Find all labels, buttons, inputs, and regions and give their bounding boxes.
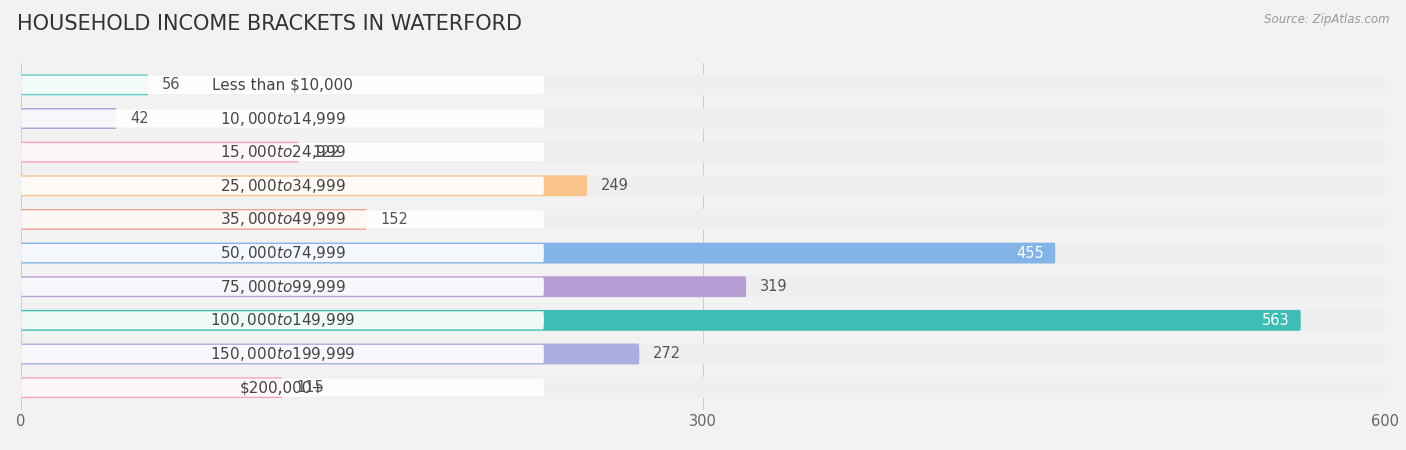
FancyBboxPatch shape [21,276,1385,297]
FancyBboxPatch shape [21,177,544,195]
FancyBboxPatch shape [21,142,1385,162]
Text: 115: 115 [297,380,323,395]
FancyBboxPatch shape [21,176,588,196]
Text: $200,000+: $200,000+ [240,380,325,395]
Text: 42: 42 [131,111,149,126]
Text: $150,000 to $199,999: $150,000 to $199,999 [209,345,356,363]
FancyBboxPatch shape [21,209,367,230]
Text: Less than $10,000: Less than $10,000 [212,77,353,92]
FancyBboxPatch shape [21,243,1385,264]
Text: 152: 152 [380,212,408,227]
FancyBboxPatch shape [21,176,1385,196]
Text: $10,000 to $14,999: $10,000 to $14,999 [219,109,346,127]
Text: 319: 319 [759,279,787,294]
FancyBboxPatch shape [21,343,1385,365]
FancyBboxPatch shape [21,276,747,297]
Text: $50,000 to $74,999: $50,000 to $74,999 [219,244,346,262]
FancyBboxPatch shape [21,142,298,162]
Text: $75,000 to $99,999: $75,000 to $99,999 [219,278,346,296]
FancyBboxPatch shape [21,343,640,365]
Text: $15,000 to $24,999: $15,000 to $24,999 [219,143,346,161]
FancyBboxPatch shape [21,311,544,329]
Text: HOUSEHOLD INCOME BRACKETS IN WATERFORD: HOUSEHOLD INCOME BRACKETS IN WATERFORD [17,14,522,33]
FancyBboxPatch shape [21,243,1056,264]
FancyBboxPatch shape [21,278,544,296]
FancyBboxPatch shape [21,310,1385,331]
FancyBboxPatch shape [21,143,544,161]
Text: $25,000 to $34,999: $25,000 to $34,999 [219,177,346,195]
FancyBboxPatch shape [21,377,1385,398]
FancyBboxPatch shape [21,345,544,363]
Text: 455: 455 [1017,246,1045,261]
FancyBboxPatch shape [21,210,544,229]
Text: 56: 56 [162,77,180,92]
Text: 563: 563 [1261,313,1289,328]
FancyBboxPatch shape [21,109,544,128]
Text: Source: ZipAtlas.com: Source: ZipAtlas.com [1264,14,1389,27]
FancyBboxPatch shape [21,108,117,129]
FancyBboxPatch shape [21,377,283,398]
Text: 249: 249 [600,178,628,194]
FancyBboxPatch shape [21,108,1385,129]
Text: 272: 272 [652,346,681,361]
FancyBboxPatch shape [21,74,1385,95]
Text: $100,000 to $149,999: $100,000 to $149,999 [209,311,356,329]
FancyBboxPatch shape [21,378,544,397]
Text: $35,000 to $49,999: $35,000 to $49,999 [219,211,346,229]
FancyBboxPatch shape [21,76,544,94]
FancyBboxPatch shape [21,209,1385,230]
FancyBboxPatch shape [21,244,544,262]
FancyBboxPatch shape [21,74,149,95]
FancyBboxPatch shape [21,310,1301,331]
Text: 122: 122 [312,144,340,160]
